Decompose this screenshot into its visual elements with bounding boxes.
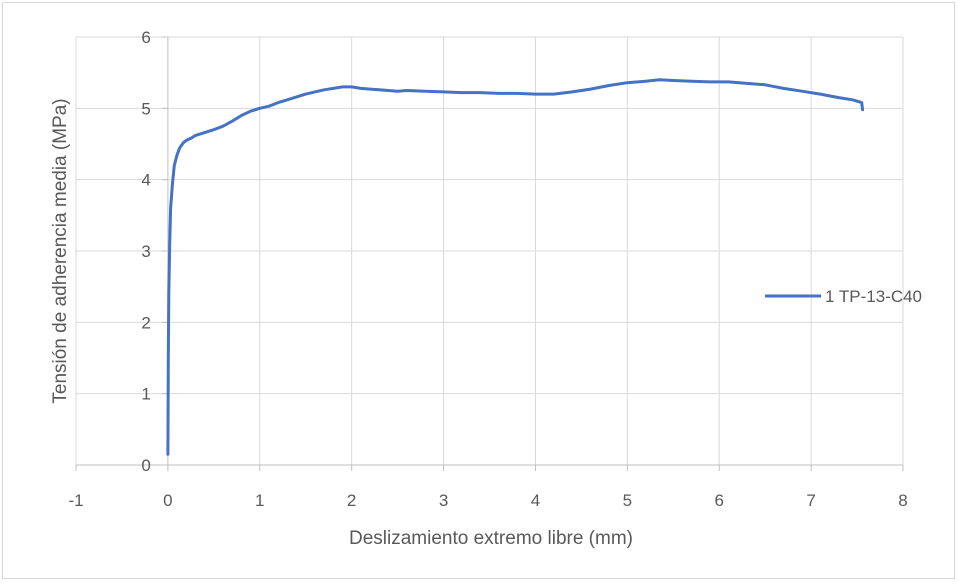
chart-svg: -1 0 1 2 3 4 5 6 7 8 0 1 2 3 4 5 6 Deslizamiento extrem… — [50, 28, 922, 549]
y-tick-label: 0 — [141, 456, 150, 475]
y-tick-label: 4 — [141, 171, 150, 190]
y-axis-title: Tensión de adherencia media (MPa) — [50, 98, 71, 403]
x-tick-label: 6 — [714, 491, 723, 510]
legend-label: 1 TP-13-C40 — [825, 287, 922, 306]
x-tick-label: 2 — [347, 491, 356, 510]
y-tick-label: 2 — [141, 313, 150, 332]
x-tick-label: -1 — [68, 491, 83, 510]
x-tick-label: 0 — [163, 491, 172, 510]
y-tick-label: 6 — [141, 28, 150, 47]
x-axis: -1 0 1 2 3 4 5 6 7 8 — [68, 464, 908, 510]
x-tick-label: 8 — [898, 491, 907, 510]
x-tick-label: 3 — [439, 491, 448, 510]
x-tick-label: 1 — [255, 491, 264, 510]
x-tick-label: 5 — [623, 491, 632, 510]
y-tick-label: 1 — [141, 385, 150, 404]
x-tick-label: 4 — [531, 491, 540, 510]
series-group — [166, 78, 865, 456]
y-tick-label: 5 — [141, 99, 150, 118]
x-axis-title: Deslizamiento extremo libre (mm) — [349, 528, 633, 549]
y-tick-label: 3 — [141, 242, 150, 261]
series-line — [166, 78, 865, 456]
legend: 1 TP-13-C40 — [765, 287, 922, 306]
grid — [75, 36, 904, 465]
x-tick-label: 7 — [806, 491, 815, 510]
